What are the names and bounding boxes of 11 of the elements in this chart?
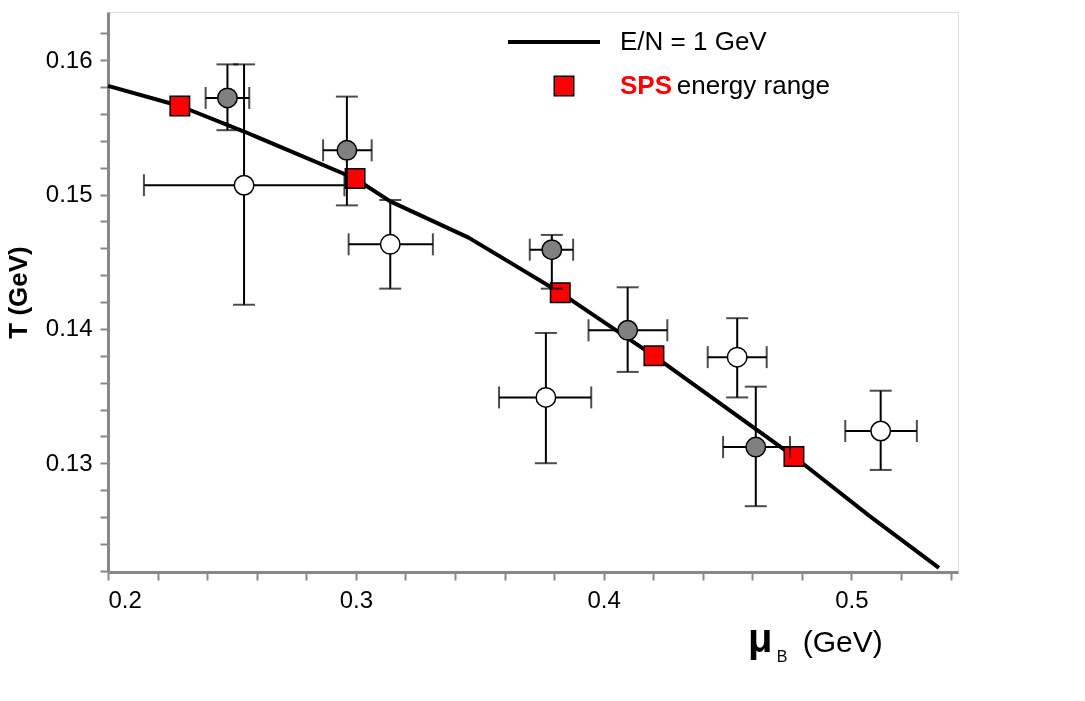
legend-label: SPS energy range	[620, 70, 831, 100]
y-axis-title: T (GeV)	[2, 246, 33, 339]
y-tick-label: 0.14	[45, 314, 93, 342]
x-tick-label: 0.4	[587, 585, 621, 613]
y-tick-label: 0.16	[45, 45, 93, 73]
y-tick-label: 0.15	[45, 180, 93, 208]
x-tick-label: 0.2	[108, 585, 142, 613]
x-tick-label: 0.5	[835, 585, 869, 613]
legend-label: E/N = 1 GeV	[620, 26, 768, 56]
y-tick-label: 0.13	[45, 448, 93, 476]
x-tick-label: 0.3	[339, 585, 373, 613]
